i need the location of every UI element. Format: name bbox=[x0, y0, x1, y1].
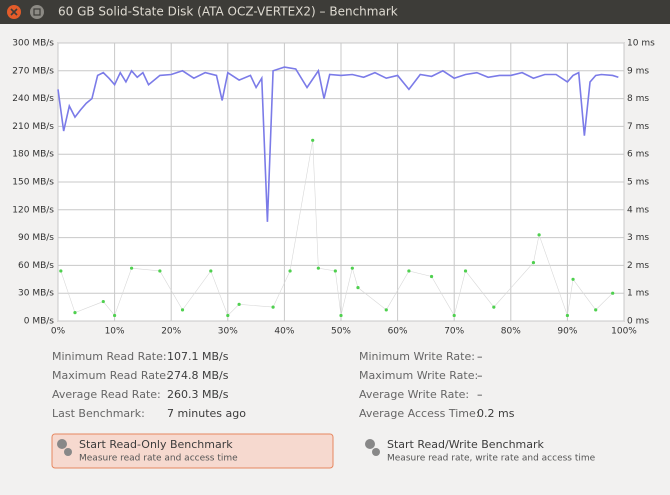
x-tick-label: 90% bbox=[557, 327, 577, 337]
access-time-trace bbox=[60, 140, 613, 317]
access-time-point bbox=[492, 305, 496, 309]
stat-label: Average Access Time: bbox=[359, 407, 479, 420]
y2-tick-label: 0 ms bbox=[627, 317, 649, 327]
y-tick-label: 270 MB/s bbox=[12, 66, 54, 76]
access-time-point bbox=[452, 313, 456, 318]
access-time-point bbox=[571, 277, 575, 281]
y2-tick-label: 5 ms bbox=[627, 178, 649, 188]
access-time-point bbox=[356, 286, 360, 290]
y-tick-label: 300 MB/s bbox=[12, 39, 54, 49]
access-time-point bbox=[113, 313, 117, 318]
access-time-point bbox=[350, 266, 354, 270]
y-tick-label: 0 MB/s bbox=[24, 317, 55, 327]
access-time-point bbox=[537, 233, 541, 237]
stat-label: Minimum Read Rate: bbox=[52, 350, 167, 363]
access-time-point bbox=[101, 299, 105, 304]
access-time-point bbox=[339, 313, 343, 318]
access-time-point bbox=[611, 291, 615, 295]
stat-value: 260.3 MB/s bbox=[167, 388, 229, 401]
x-tick-label: 50% bbox=[331, 327, 351, 337]
minimize-icon bbox=[33, 8, 41, 16]
stat-label: Average Write Rate: bbox=[359, 388, 469, 401]
read-only-button[interactable] bbox=[51, 433, 334, 469]
access-time-point bbox=[129, 266, 134, 270]
x-tick-label: 20% bbox=[161, 327, 181, 337]
y-tick-label: 180 MB/s bbox=[12, 150, 54, 160]
access-time-point bbox=[209, 269, 213, 273]
access-time-point bbox=[226, 313, 230, 318]
gear-icon bbox=[365, 439, 380, 456]
stat-label: Average Read Rate: bbox=[52, 388, 161, 401]
y2-tick-label: 8 ms bbox=[627, 94, 649, 104]
y2-tick-label: 9 ms bbox=[627, 66, 649, 76]
title-bar bbox=[0, 0, 670, 24]
y2-tick-label: 6 ms bbox=[627, 150, 649, 160]
y2-tick-label: 3 ms bbox=[627, 233, 649, 243]
access-time-point bbox=[180, 308, 185, 312]
y-tick-label: 150 MB/s bbox=[12, 178, 54, 188]
access-time-point bbox=[158, 269, 162, 273]
stat-label: Maximum Write Rate: bbox=[359, 369, 478, 382]
x-tick-label: 30% bbox=[218, 327, 238, 337]
access-time-point bbox=[271, 305, 275, 309]
access-time-point bbox=[73, 311, 77, 315]
access-time-point bbox=[288, 269, 292, 273]
access-time-point bbox=[59, 269, 63, 273]
access-time-point bbox=[565, 313, 570, 318]
stat-value: – bbox=[477, 369, 483, 382]
access-time-point bbox=[594, 308, 598, 312]
y-tick-label: 210 MB/s bbox=[12, 122, 54, 132]
read-rate-line bbox=[57, 66, 619, 222]
stat-value: 7 minutes ago bbox=[167, 407, 246, 420]
y-tick-label: 60 MB/s bbox=[18, 261, 54, 271]
y2-tick-label: 1 ms bbox=[627, 289, 649, 299]
y-tick-label: 90 MB/s bbox=[18, 233, 54, 243]
x-tick-label: 60% bbox=[388, 327, 408, 337]
access-time-point bbox=[463, 269, 468, 273]
access-time-point bbox=[237, 302, 241, 306]
access-time-point bbox=[429, 274, 434, 279]
button-subtitle: Measure read rate and access time bbox=[79, 454, 238, 464]
x-tick-label: 100% bbox=[611, 327, 637, 337]
button-title: Start Read-Only Benchmark bbox=[79, 438, 233, 451]
stat-label: Last Benchmark: bbox=[52, 407, 145, 420]
stat-value: 0.2 ms bbox=[477, 407, 515, 420]
y-tick-label: 240 MB/s bbox=[12, 94, 54, 104]
x-tick-label: 40% bbox=[274, 327, 294, 337]
y2-tick-label: 10 ms bbox=[627, 39, 655, 49]
stat-label: Minimum Write Rate: bbox=[359, 350, 475, 363]
stat-value: – bbox=[477, 350, 483, 363]
y2-tick-label: 4 ms bbox=[627, 205, 649, 215]
stat-value: 274.8 MB/s bbox=[167, 369, 229, 382]
window-title: 60 GB Solid-State Disk (ATA OCZ-VERTEX2)… bbox=[58, 5, 398, 19]
access-time-point bbox=[316, 266, 320, 270]
access-time-point bbox=[407, 269, 411, 273]
minimize-button[interactable] bbox=[30, 5, 44, 19]
x-tick-label: 80% bbox=[501, 327, 521, 337]
stat-value: 107.1 MB/s bbox=[167, 350, 229, 363]
access-time-point bbox=[531, 261, 536, 265]
y2-tick-label: 7 ms bbox=[627, 122, 649, 132]
y-tick-label: 120 MB/s bbox=[12, 205, 54, 215]
stat-value: – bbox=[477, 388, 483, 401]
y-tick-label: 30 MB/s bbox=[18, 289, 54, 299]
access-time-point bbox=[311, 138, 315, 142]
x-tick-label: 0% bbox=[51, 327, 66, 337]
button-title[interactable]: Start Read/Write Benchmark bbox=[387, 438, 545, 451]
button-subtitle: Measure read rate, write rate and access… bbox=[387, 454, 596, 464]
access-time-point bbox=[384, 308, 388, 312]
stat-label: Maximum Read Rate: bbox=[52, 369, 170, 382]
x-tick-label: 10% bbox=[105, 327, 125, 337]
access-time-point bbox=[333, 269, 337, 273]
gear-icon bbox=[57, 439, 72, 456]
y2-tick-label: 2 ms bbox=[627, 261, 649, 271]
x-tick-label: 70% bbox=[444, 327, 464, 337]
close-icon bbox=[10, 8, 18, 16]
